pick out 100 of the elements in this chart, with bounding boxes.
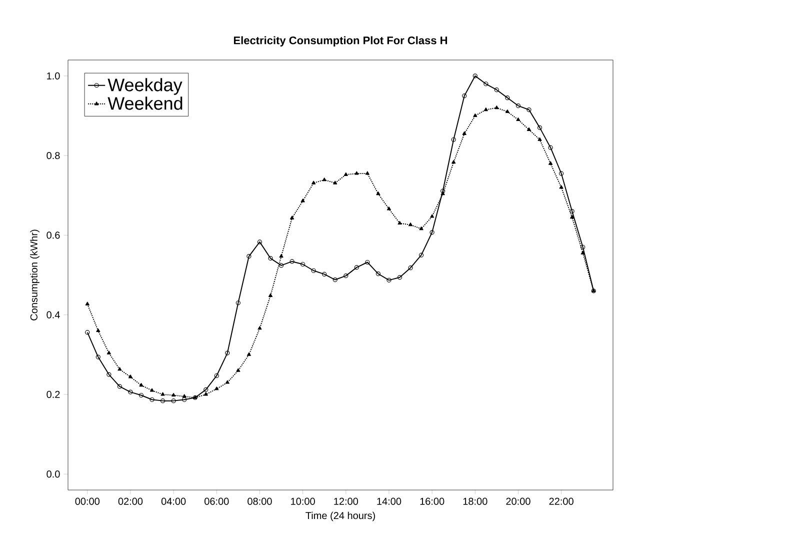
x-tick-label: 10:00 bbox=[291, 498, 315, 505]
x-tick-label: 00:00 bbox=[75, 498, 100, 505]
x-tick-label: 06:00 bbox=[204, 498, 229, 505]
point bbox=[408, 266, 413, 270]
y-tick-label: 1.0 bbox=[47, 72, 60, 80]
point bbox=[96, 328, 100, 332]
point bbox=[418, 252, 424, 258]
x-tick-label: 08:00 bbox=[248, 498, 272, 505]
point bbox=[182, 394, 186, 398]
point bbox=[484, 82, 488, 86]
point bbox=[214, 386, 219, 390]
point bbox=[376, 272, 381, 276]
point bbox=[548, 145, 553, 150]
point bbox=[106, 372, 112, 377]
point bbox=[430, 214, 434, 218]
x-axis-title: Time (24 hours) bbox=[306, 512, 375, 522]
point bbox=[172, 392, 176, 397]
point bbox=[278, 263, 284, 268]
point bbox=[139, 382, 144, 387]
point bbox=[85, 302, 90, 306]
point bbox=[258, 326, 262, 330]
point bbox=[257, 240, 262, 244]
y-tick-label: 0.4 bbox=[46, 311, 60, 318]
point bbox=[505, 109, 510, 114]
y-tick-label: 0.2 bbox=[46, 390, 60, 398]
point bbox=[300, 262, 306, 267]
x-tick-label: 16:00 bbox=[420, 498, 444, 505]
point bbox=[333, 180, 338, 184]
point bbox=[344, 172, 348, 176]
x-tick-label: 04:00 bbox=[161, 498, 186, 505]
y-axis-title: Consumption (kWhr) bbox=[30, 230, 40, 320]
point bbox=[419, 226, 424, 230]
point bbox=[118, 367, 122, 371]
point bbox=[106, 350, 111, 354]
point bbox=[290, 216, 294, 220]
point bbox=[236, 300, 240, 306]
point bbox=[204, 387, 208, 392]
point bbox=[494, 105, 499, 110]
point bbox=[246, 352, 251, 356]
point bbox=[570, 208, 574, 214]
x-tick-label: 14:00 bbox=[377, 498, 402, 505]
point bbox=[473, 113, 478, 118]
point bbox=[96, 354, 100, 360]
point bbox=[472, 74, 478, 78]
point bbox=[559, 171, 564, 176]
point bbox=[268, 293, 273, 298]
point bbox=[214, 373, 219, 378]
point bbox=[128, 374, 133, 378]
point bbox=[236, 368, 240, 372]
point bbox=[279, 254, 284, 258]
point bbox=[150, 397, 154, 402]
point bbox=[570, 214, 574, 219]
point bbox=[128, 390, 133, 394]
point bbox=[430, 230, 434, 235]
point bbox=[171, 398, 176, 404]
point bbox=[312, 180, 316, 184]
point bbox=[268, 256, 273, 261]
point bbox=[354, 171, 359, 175]
x-tick-label: 12:00 bbox=[334, 498, 358, 505]
point bbox=[290, 259, 294, 264]
point bbox=[300, 198, 305, 202]
y-tick-label: 0.0 bbox=[46, 470, 60, 478]
point bbox=[160, 392, 165, 396]
point bbox=[246, 254, 252, 259]
point bbox=[462, 94, 467, 98]
y-tick-label: 0.6 bbox=[46, 232, 60, 239]
point bbox=[580, 244, 586, 250]
point bbox=[398, 220, 402, 225]
point bbox=[559, 185, 564, 189]
point bbox=[332, 277, 338, 282]
point bbox=[386, 278, 392, 282]
point bbox=[452, 160, 456, 164]
chart-title: Electricity Consumption Plot For Class H bbox=[234, 36, 448, 46]
point bbox=[344, 274, 348, 278]
x-tick-label: 18:00 bbox=[463, 498, 488, 505]
point bbox=[548, 161, 553, 165]
legend-label: Weekday bbox=[108, 78, 182, 95]
point bbox=[225, 380, 230, 384]
point bbox=[150, 388, 154, 392]
point bbox=[204, 392, 208, 396]
point bbox=[376, 191, 380, 196]
x-tick-label: 22:00 bbox=[549, 498, 574, 505]
point bbox=[526, 127, 532, 131]
point bbox=[311, 268, 316, 273]
point bbox=[397, 275, 402, 280]
point bbox=[484, 107, 488, 112]
point bbox=[322, 178, 326, 182]
point bbox=[516, 103, 521, 108]
point bbox=[537, 125, 542, 130]
y-tick-label: 0.8 bbox=[46, 152, 60, 160]
point bbox=[505, 96, 510, 100]
point bbox=[440, 188, 446, 194]
point bbox=[365, 260, 370, 265]
point bbox=[354, 265, 359, 270]
x-tick-label: 20:00 bbox=[506, 498, 530, 505]
point bbox=[462, 131, 466, 135]
point bbox=[538, 137, 542, 141]
point bbox=[225, 350, 230, 356]
point bbox=[451, 137, 456, 142]
point bbox=[408, 222, 413, 226]
